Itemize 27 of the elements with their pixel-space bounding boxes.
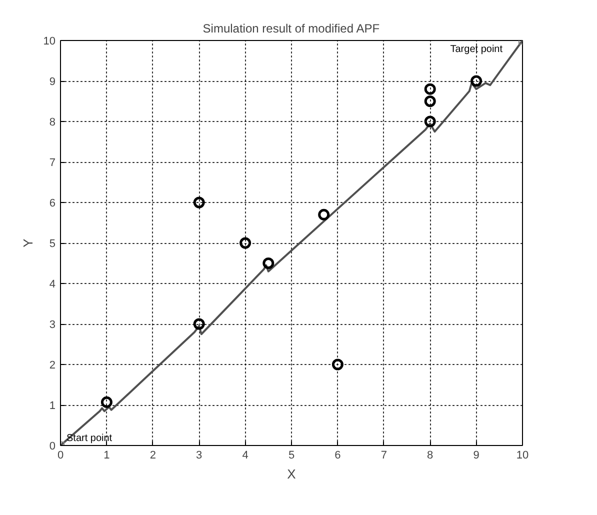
chart-title: Simulation result of modified APF	[202, 22, 380, 36]
annotation: Start point	[66, 433, 112, 444]
annotation: Target point	[450, 44, 503, 55]
x-tick-label: 6	[334, 450, 341, 462]
x-tick-label: 3	[196, 450, 202, 462]
y-tick-label: 1	[49, 400, 56, 412]
y-tick-label: 6	[49, 198, 56, 210]
x-tick-label: 7	[380, 450, 387, 462]
y-tick-label: 2	[49, 360, 56, 372]
x-tick-label: 1	[104, 450, 110, 462]
y-tick-label: 5	[49, 238, 56, 250]
x-axis-title: X	[287, 466, 296, 482]
y-tick-label: 9	[49, 76, 56, 88]
x-tick-label: 4	[242, 450, 248, 462]
y-axis-title: Y	[20, 238, 36, 248]
y-tick-label: 8	[49, 116, 56, 128]
x-tick-label: 8	[427, 450, 434, 462]
x-tick-label: 5	[288, 450, 295, 462]
x-tick-label: 10	[516, 450, 529, 462]
y-tick-label: 7	[49, 157, 56, 169]
x-tick-label: 2	[150, 450, 156, 462]
y-tick-label: 3	[49, 319, 56, 331]
x-tick-label: 9	[473, 450, 480, 462]
y-tick-label: 4	[49, 278, 56, 290]
y-tick-label: 0	[49, 440, 56, 452]
x-tick-label: 0	[57, 450, 64, 462]
y-tick-label: 10	[43, 36, 56, 48]
